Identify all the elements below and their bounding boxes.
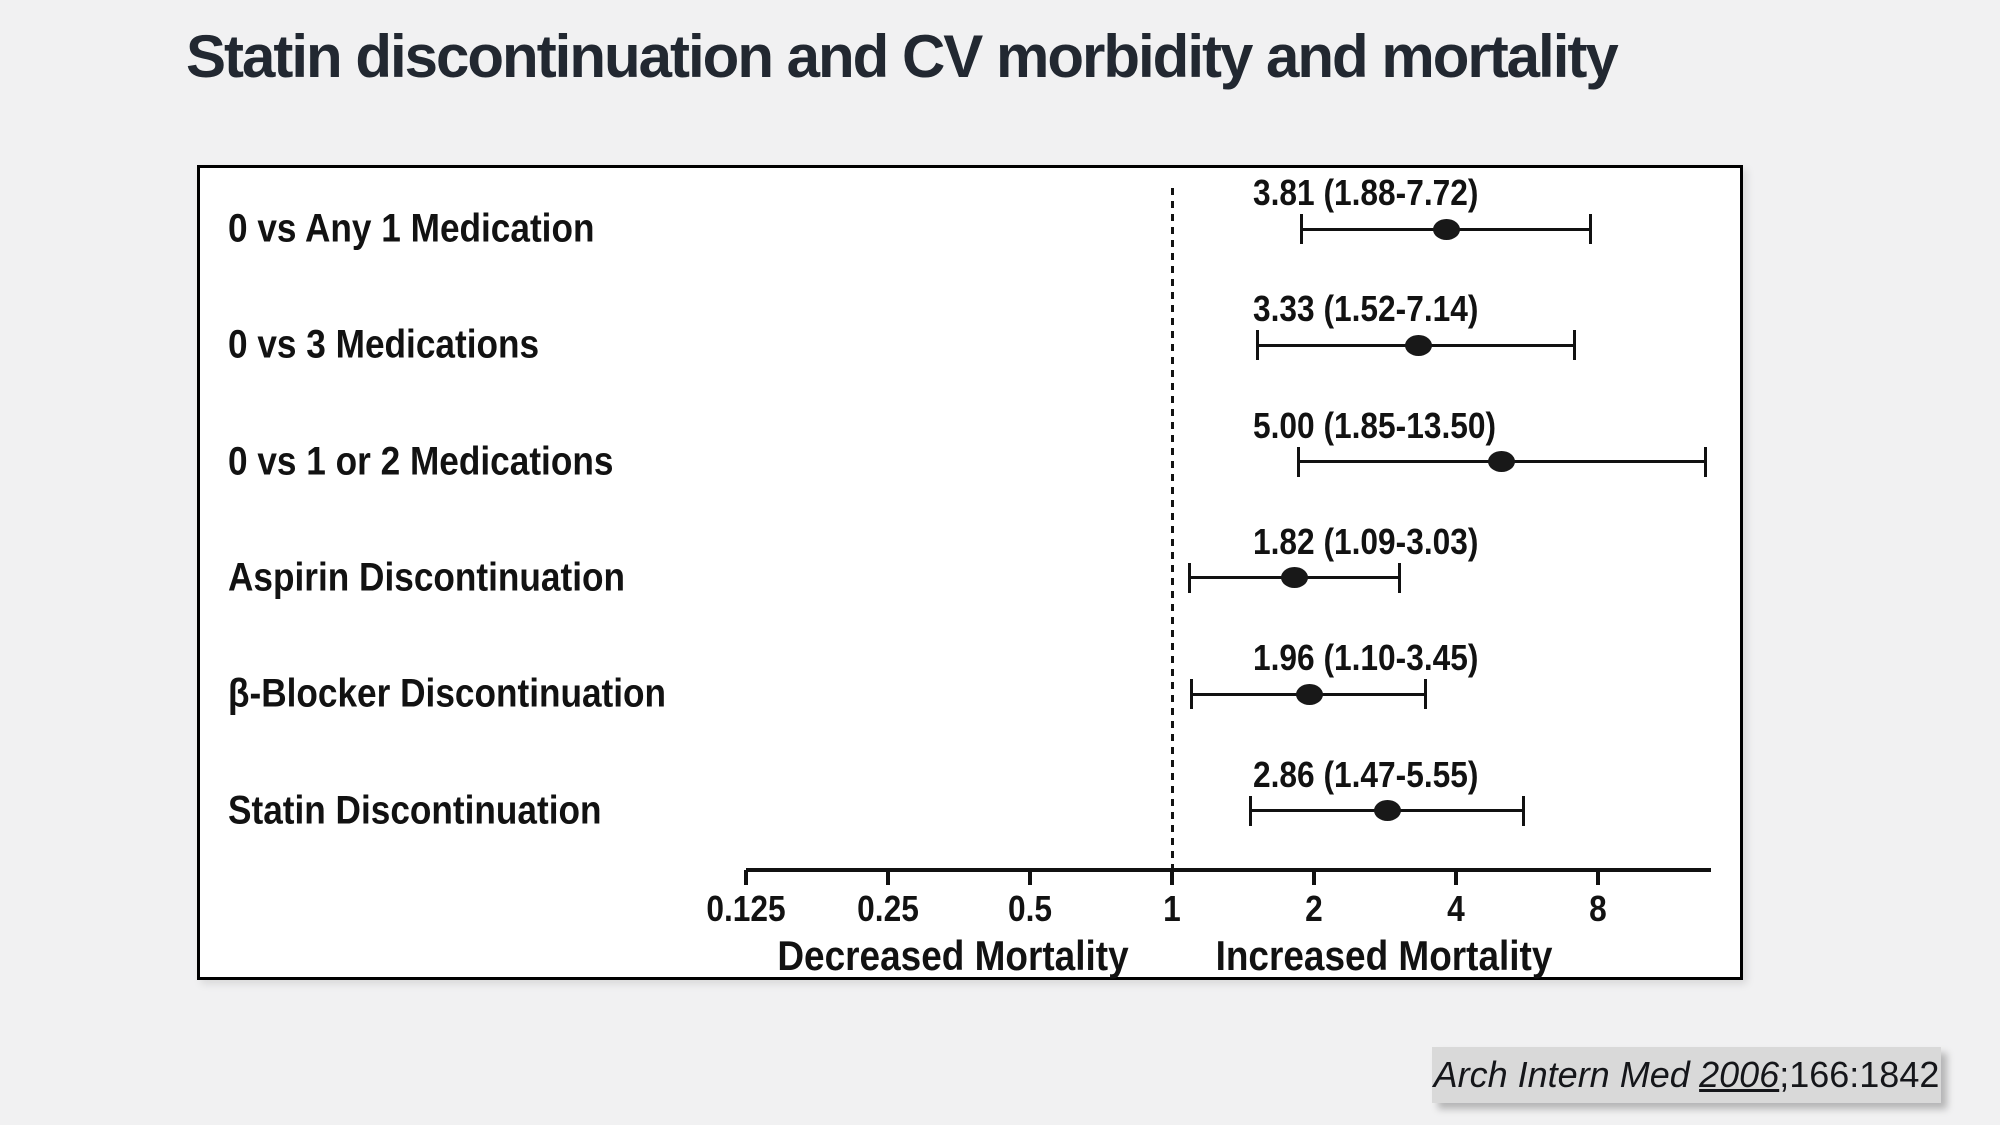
citation-box: Arch Intern Med 2006 ;166:1842 xyxy=(1432,1047,1941,1103)
effect-estimate-label: 2.86 (1.47-5.55) xyxy=(1253,753,1479,795)
ci-upper-cap xyxy=(1703,446,1707,477)
x-axis-tick xyxy=(1454,870,1458,885)
effect-estimate-label: 1.96 (1.10-3.45) xyxy=(1253,637,1479,679)
forest-plot-panel: 0.125 0.25 0.5 1 2 4 8 Decreased Mortality Incre… xyxy=(197,165,1743,980)
effect-estimate-label: 5.00 (1.85-13.50) xyxy=(1253,404,1497,446)
point-estimate-marker xyxy=(1432,218,1460,240)
point-estimate-marker xyxy=(1488,451,1516,473)
ci-upper-cap xyxy=(1573,330,1577,361)
reference-line xyxy=(1170,188,1174,870)
point-estimate-marker xyxy=(1373,800,1401,821)
effect-estimate-label: 3.33 (1.52-7.14) xyxy=(1253,288,1479,330)
row-label: β-Blocker Discontinuation xyxy=(228,671,667,716)
ci-lower-cap xyxy=(1249,795,1253,826)
x-axis-tick-label: 0.125 xyxy=(706,888,786,929)
axis-annotation: Decreased Mortality xyxy=(777,932,1129,979)
row-label: Aspirin Discontinuation xyxy=(228,555,625,600)
point-estimate-marker xyxy=(1281,567,1309,589)
x-axis-line xyxy=(746,868,1712,872)
effect-estimate-label: 1.82 (1.09-3.03) xyxy=(1253,520,1479,562)
x-axis-tick xyxy=(886,870,890,885)
ci-lower-cap xyxy=(1188,562,1192,593)
ci-lower-cap xyxy=(1299,214,1303,244)
ci-lower-cap xyxy=(1256,330,1260,361)
ci-upper-cap xyxy=(1424,679,1428,710)
forest-plot: 0.125 0.25 0.5 1 2 4 8 Decreased Mortality Incre… xyxy=(200,168,1740,979)
row-label: 0 vs 1 or 2 Medications xyxy=(228,439,614,484)
slide-title: Statin discontinuation and CV morbidity … xyxy=(186,23,1619,90)
x-axis-tick xyxy=(1596,870,1600,885)
x-axis-tick-label: 4 xyxy=(1447,888,1465,929)
ci-upper-cap xyxy=(1589,214,1593,244)
citation-pages: ;166:1842 xyxy=(1779,1054,1940,1095)
row-label: 0 vs Any 1 Medication xyxy=(228,206,595,251)
point-estimate-marker xyxy=(1404,334,1432,356)
row-label: Statin Discontinuation xyxy=(228,788,602,832)
x-axis-tick-label: 0.25 xyxy=(857,888,919,929)
x-axis-tick xyxy=(744,870,748,885)
axis-annotation: Increased Mortality xyxy=(1215,932,1553,979)
row-label: 0 vs 3 Medications xyxy=(228,322,540,367)
ci-upper-cap xyxy=(1521,795,1525,826)
x-axis-tick xyxy=(1028,870,1032,885)
ci-lower-cap xyxy=(1296,446,1300,477)
x-axis-tick xyxy=(1312,870,1316,885)
ci-upper-cap xyxy=(1397,562,1401,593)
x-axis-tick-label: 0.5 xyxy=(1007,888,1053,929)
x-axis-tick-label: 2 xyxy=(1305,888,1323,929)
citation-journal: Arch Intern Med xyxy=(1433,1054,1690,1095)
x-axis-tick xyxy=(1170,870,1174,885)
ci-lower-cap xyxy=(1190,679,1194,710)
citation-year: 2006 xyxy=(1699,1054,1780,1095)
x-axis-tick-label: 1 xyxy=(1163,888,1181,929)
point-estimate-marker xyxy=(1296,683,1324,705)
x-axis-tick-label: 8 xyxy=(1589,888,1607,929)
effect-estimate-label: 3.81 (1.88-7.72) xyxy=(1253,172,1479,213)
